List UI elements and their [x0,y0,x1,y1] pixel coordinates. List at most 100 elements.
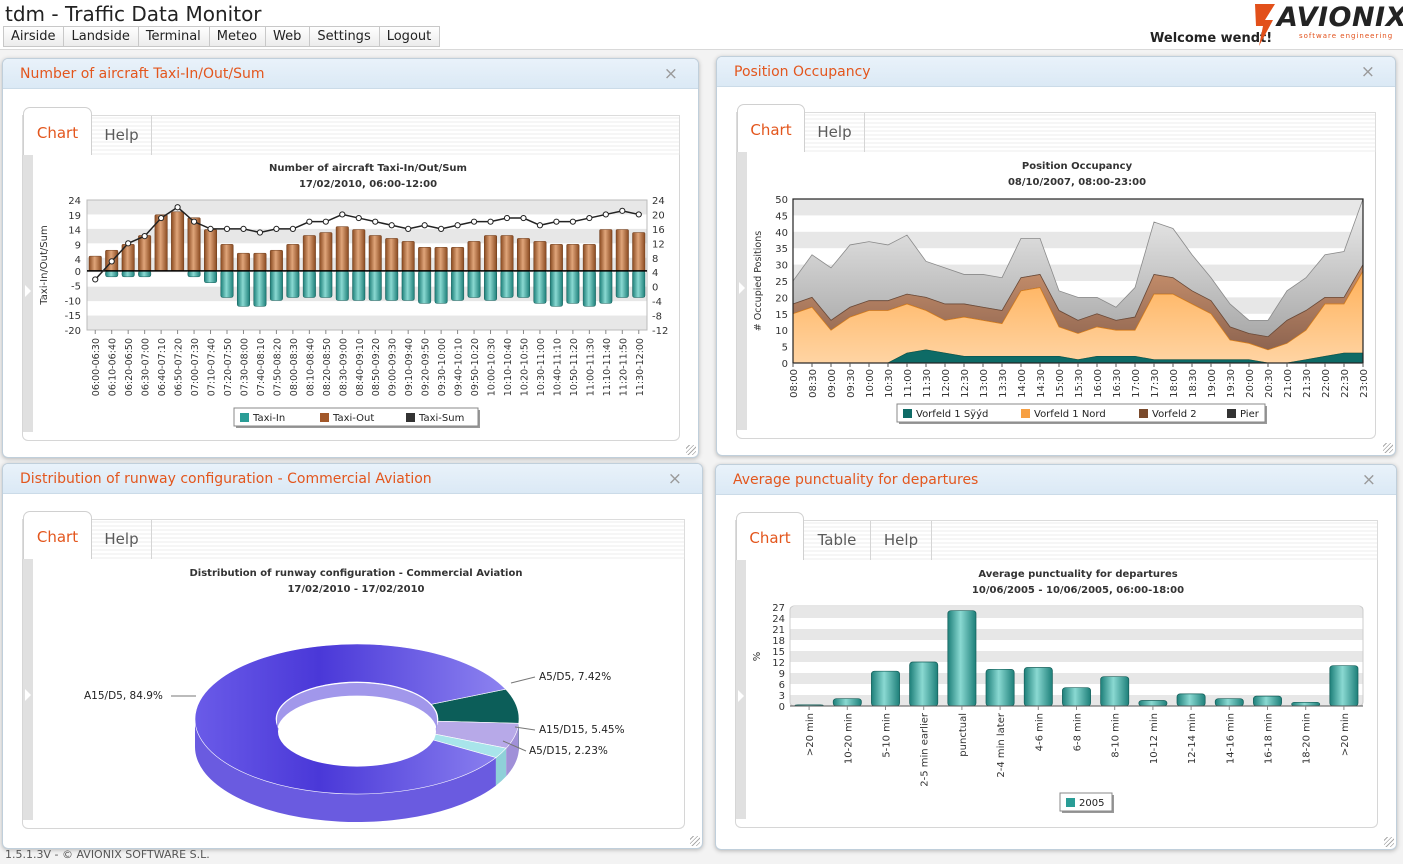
panel-title: Number of aircraft Taxi-In/Out/Sum [20,66,265,82]
taxi-sum-point [536,222,544,229]
x-tick-label: 21:00 [1283,369,1294,398]
y2-tick-label: -4 [652,297,662,308]
x-tick-label: 19:00 [1207,369,1218,398]
legend-box [233,407,479,427]
close-icon[interactable]: × [663,64,678,84]
y-tick-label: 5 [782,343,788,354]
close-icon[interactable]: × [1360,62,1375,82]
sidebar-toggle[interactable] [23,559,33,820]
taxi-in-bar [615,270,629,298]
legend-box [896,403,1266,423]
x-tick-label: 16:00 [1093,369,1104,398]
taxi-out-bar [516,238,530,272]
taxi-in-bar [269,270,283,301]
donut-side [495,748,507,786]
grid-band [790,629,1363,640]
chart-area: Number of aircraft Taxi-In/Out/Sum 17/02/… [22,155,680,441]
legend-swatch [1227,409,1236,418]
tab-help[interactable]: Help [871,521,932,561]
taxi-in-bar [335,270,349,301]
taxi-sum-point [256,229,264,236]
x-tick-label: 08:30-09:00 [338,338,349,396]
taxi-sum-point [92,276,99,283]
y-axis-label: # Occupied Positions [753,231,764,331]
tab-help[interactable]: Help [805,113,865,153]
panel-taxi: Number of aircraft Taxi-In/Out/Sum × Cha… [2,58,699,458]
legend-label: Vorfeld 1 Nord [1034,409,1106,420]
taxi-sum-point [520,214,527,222]
taxi-in-bar [352,270,366,301]
taxi-sum-point [141,233,148,240]
sidebar-toggle[interactable] [737,152,747,430]
menu-item-meteo[interactable]: Meteo [208,26,267,47]
menu-item-settings[interactable]: Settings [309,26,380,47]
y-tick-label: 19 [68,211,81,222]
legend-swatch [406,413,415,422]
sidebar-toggle[interactable] [736,560,746,819]
y-tick-label: 14 [68,226,81,237]
tab-chart[interactable]: Chart [737,104,805,154]
taxi-sum-point [438,225,445,232]
menu-item-landside[interactable]: Landside [63,26,139,47]
x-tick-label: 10:00-10:30 [487,338,498,396]
taxi-sum-point [158,214,165,222]
taxi-out-bar [352,229,366,272]
tab-help[interactable]: Help [92,116,152,156]
x-tick-label: 18:00 [1169,369,1180,398]
x-tick-label: 07:30-08:00 [239,338,250,396]
resize-handle[interactable] [1383,443,1393,453]
y-tick-label: 9 [75,240,81,251]
tab-chart[interactable]: Chart [736,512,804,562]
x-tick-label: 06:00-06:30 [91,338,102,396]
grid-band [87,286,647,302]
x-tick-label: 18:30 [1188,369,1199,398]
menu-item-web[interactable]: Web [265,26,311,47]
menu-item-terminal[interactable]: Terminal [137,26,210,47]
x-tick-label: 09:50-10:20 [470,338,481,396]
footer-copyright[interactable]: 1.5.1.3V - © AVIONIX SOFTWARE S.L. [5,848,210,861]
y-tick-label: -10 [65,296,81,307]
x-tick-label: 10:30-11:00 [536,338,547,396]
taxi-sum-point [306,218,313,225]
x-tick-label: 06:20-06:50 [124,338,135,396]
punctuality-chart: Average punctuality for departures 10/06/… [752,569,1364,813]
tab-bar: Chart Table Help [735,512,1378,562]
close-icon[interactable]: × [1361,470,1376,490]
close-icon[interactable]: × [667,469,682,489]
chart-title: Number of aircraft Taxi-In/Out/Sum [269,163,467,174]
taxi-sum-point [405,225,412,232]
x-tick-label: 12:00 [941,369,952,398]
resize-handle[interactable] [690,836,700,846]
y-tick-label: 45 [775,211,788,222]
legend-swatch [320,413,329,422]
tab-table[interactable]: Table [804,521,871,561]
x-tick-label: 14:30 [1036,369,1047,398]
y-tick-label: 40 [775,228,788,239]
resize-handle[interactable] [686,445,696,455]
logo-text: AVIONIX [1277,2,1403,33]
tab-help[interactable]: Help [92,520,152,560]
grid-band [790,607,1363,618]
resize-handle[interactable] [1384,837,1394,847]
x-tick-label: 13:00 [979,369,990,398]
menu-item-airside[interactable]: Airside [3,26,65,47]
tab-chart[interactable]: Chart [23,107,92,157]
x-tick-label: 2-5 min earlier [920,712,931,787]
x-tick-label: 08:50-09:20 [371,338,382,396]
taxi-in-bar [418,270,432,304]
tab-chart[interactable]: Chart [23,511,92,561]
legend-label: Vorfeld 1 Sÿýd [916,408,988,420]
taxi-out-bar [335,226,349,272]
taxi-sum-line [94,206,639,280]
taxi-in-bar [236,270,250,307]
y-tick-label: 24 [772,614,785,625]
x-tick-label: 08:00-08:30 [289,338,300,396]
y-tick-label: 15 [775,310,788,321]
punct-bar [871,670,900,707]
sidebar-toggle[interactable] [23,155,33,432]
y-tick-label: 0 [75,267,81,278]
top-bar: tdm - Traffic Data Monitor Airside Lands… [0,0,1403,50]
y-tick-label: 35 [775,244,788,255]
menu-item-logout[interactable]: Logout [378,26,441,47]
x-tick-label: 6-8 min [1073,713,1084,751]
